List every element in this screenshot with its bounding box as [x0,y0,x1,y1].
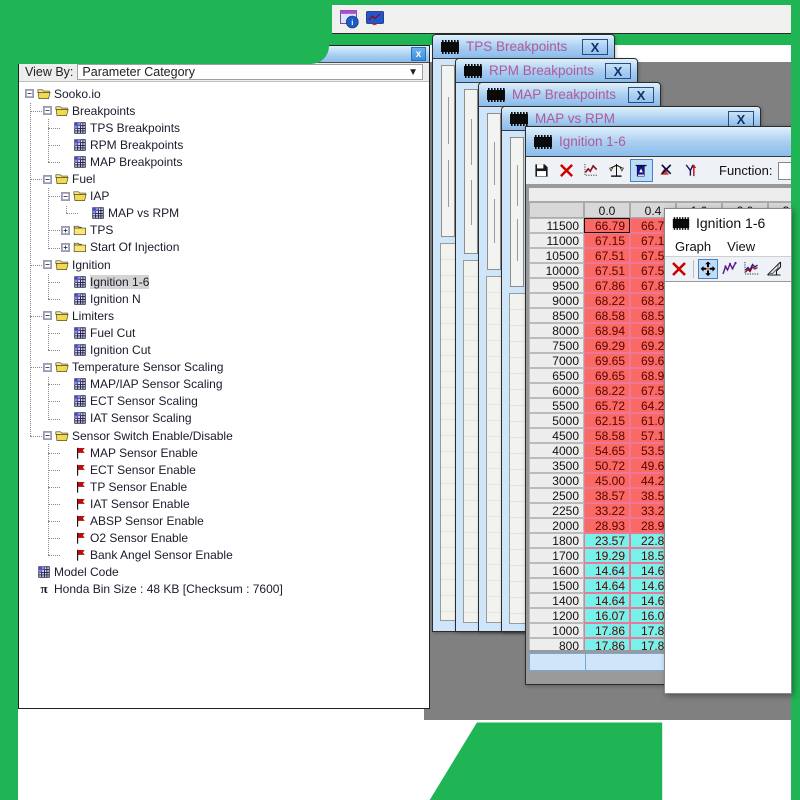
svg-text:i: i [351,18,353,27]
